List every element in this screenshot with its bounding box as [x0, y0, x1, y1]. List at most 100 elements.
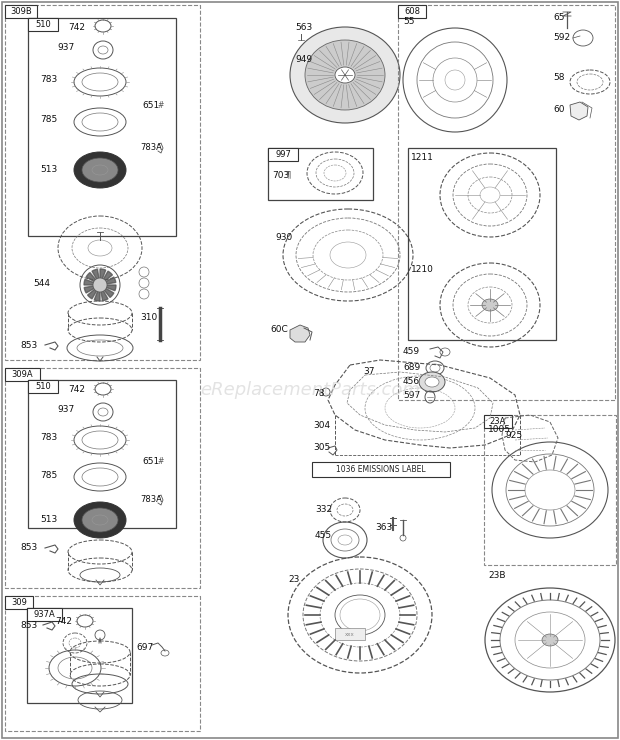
Text: 937: 937 [57, 44, 74, 53]
Text: 853: 853 [20, 340, 37, 349]
Ellipse shape [290, 27, 400, 123]
Text: 997: 997 [275, 150, 291, 159]
Text: 697: 697 [136, 644, 153, 653]
Polygon shape [84, 285, 100, 293]
Text: 1036 EMISSIONS LABEL: 1036 EMISSIONS LABEL [336, 465, 426, 474]
Bar [268, 148, 373, 200]
Text: 55: 55 [403, 18, 415, 27]
Bar [5, 368, 40, 381]
Text: 853: 853 [20, 621, 37, 630]
Text: 742: 742 [68, 22, 85, 32]
Polygon shape [84, 279, 100, 285]
Bar [27, 608, 132, 703]
Text: 592: 592 [553, 33, 570, 42]
Text: 60: 60 [553, 106, 564, 115]
Text: 651: 651 [142, 457, 159, 466]
Text: xxx: xxx [345, 631, 355, 636]
Bar [484, 415, 616, 565]
Text: 23A: 23A [490, 417, 506, 426]
Text: 783: 783 [40, 434, 57, 443]
Text: #: # [157, 101, 164, 110]
Text: 742: 742 [68, 386, 85, 394]
Bar [28, 380, 176, 528]
Bar [398, 5, 615, 400]
Text: 949: 949 [295, 56, 312, 64]
Bar [484, 415, 512, 428]
Polygon shape [290, 325, 310, 342]
Bar [5, 5, 37, 18]
Text: 78: 78 [313, 388, 324, 397]
Text: 1211: 1211 [411, 153, 434, 163]
Text: 310: 310 [140, 314, 157, 323]
Text: 785: 785 [40, 115, 57, 124]
Text: 783A: 783A [140, 144, 162, 152]
Text: 563: 563 [295, 24, 312, 33]
Bar [5, 368, 200, 588]
Text: 930: 930 [275, 232, 292, 241]
Polygon shape [100, 285, 116, 291]
Bar [28, 18, 58, 31]
Ellipse shape [419, 372, 445, 392]
Text: 544: 544 [33, 278, 50, 288]
Text: 455: 455 [315, 531, 332, 539]
Text: 1210: 1210 [411, 266, 434, 275]
Text: 510: 510 [35, 20, 51, 29]
Bar [268, 148, 298, 161]
Text: 925: 925 [505, 431, 522, 440]
Polygon shape [92, 269, 100, 285]
Bar [335, 628, 365, 640]
Polygon shape [94, 285, 100, 301]
Text: 456: 456 [403, 377, 420, 386]
Polygon shape [87, 285, 100, 299]
Text: 305: 305 [313, 443, 330, 452]
Text: 853: 853 [20, 543, 37, 553]
Ellipse shape [542, 634, 558, 646]
Text: 60C: 60C [270, 326, 288, 334]
Text: 651: 651 [142, 101, 159, 110]
Text: 65: 65 [553, 13, 564, 22]
Text: 785: 785 [40, 471, 57, 480]
Bar [312, 462, 450, 477]
Polygon shape [570, 102, 588, 120]
Text: #: # [157, 457, 164, 466]
Bar [5, 596, 33, 609]
Text: 37: 37 [363, 368, 374, 377]
Bar [5, 5, 200, 360]
Text: 304: 304 [313, 420, 330, 429]
Text: ¶: ¶ [285, 170, 290, 180]
Ellipse shape [482, 299, 498, 311]
Polygon shape [100, 285, 114, 297]
Text: 742: 742 [55, 617, 72, 627]
Polygon shape [86, 272, 100, 285]
Text: 309: 309 [11, 598, 27, 607]
Bar [27, 608, 62, 621]
Bar [28, 380, 58, 393]
Text: 58: 58 [553, 73, 564, 82]
Text: 608: 608 [404, 7, 420, 16]
Polygon shape [100, 271, 112, 285]
Ellipse shape [425, 377, 439, 387]
Text: 459: 459 [403, 348, 420, 357]
Text: 937: 937 [57, 406, 74, 414]
Text: 513: 513 [40, 516, 57, 525]
Text: 783: 783 [40, 75, 57, 84]
Text: 332: 332 [315, 505, 332, 514]
Text: 783A: 783A [140, 496, 162, 505]
Text: 363: 363 [375, 523, 392, 533]
Text: 1005: 1005 [488, 425, 511, 434]
Text: eReplacementParts.com: eReplacementParts.com [200, 381, 420, 399]
Bar [408, 148, 556, 340]
Ellipse shape [74, 152, 126, 188]
Ellipse shape [82, 158, 118, 182]
Text: 703: 703 [272, 170, 290, 180]
Ellipse shape [82, 508, 118, 532]
Polygon shape [100, 277, 116, 285]
Bar [5, 596, 200, 731]
Ellipse shape [305, 40, 385, 110]
Ellipse shape [74, 502, 126, 538]
Text: 23: 23 [288, 576, 299, 585]
Bar [398, 5, 426, 18]
Text: 689: 689 [403, 363, 420, 372]
Bar [28, 18, 176, 236]
Text: 23B: 23B [488, 571, 505, 579]
